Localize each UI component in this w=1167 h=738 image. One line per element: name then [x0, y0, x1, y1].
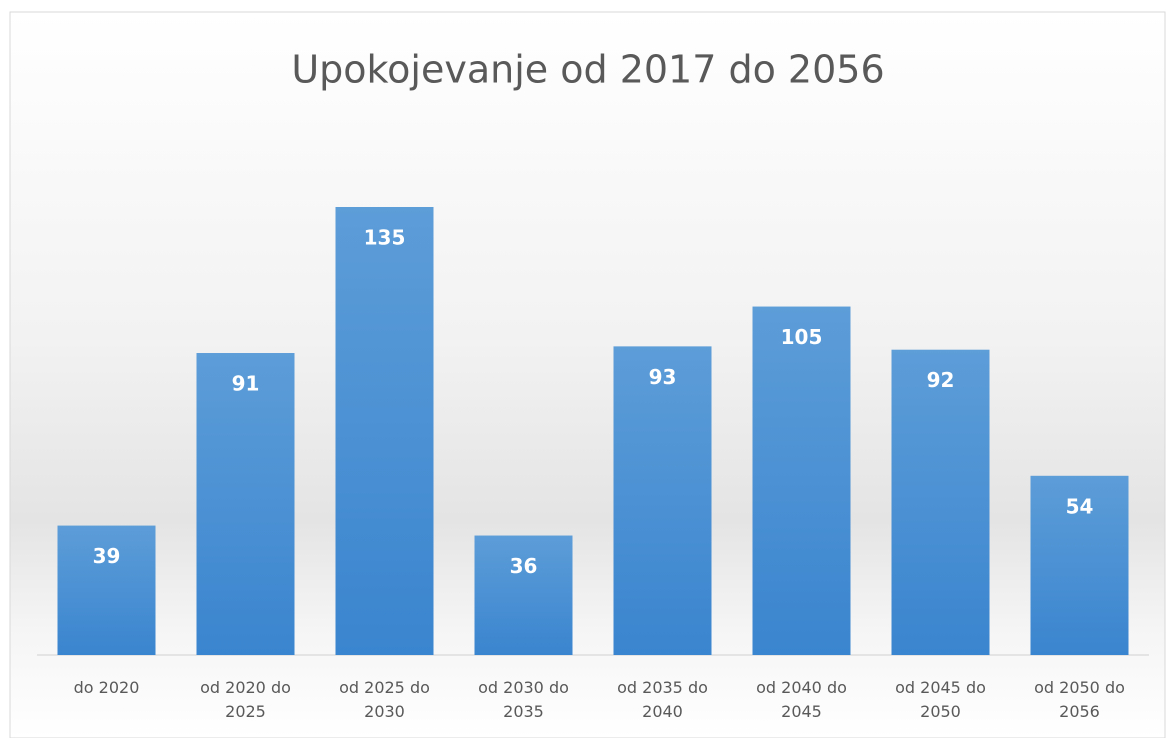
- bar: [474, 535, 573, 655]
- x-tick-label: do 2020: [73, 678, 140, 697]
- data-label: 39: [93, 544, 121, 568]
- chart-title: Upokojevanje od 2017 do 2056: [291, 48, 884, 92]
- x-tick-label: od 2025 do 2030: [339, 678, 430, 721]
- bar: [1030, 475, 1129, 655]
- x-tick-label: od 2020 do 2025: [200, 678, 291, 721]
- data-label: 54: [1066, 494, 1094, 518]
- data-label: 92: [927, 368, 955, 392]
- data-label: 135: [364, 226, 406, 250]
- x-tick-label: od 2030 do 2035: [478, 678, 569, 721]
- x-tick-label: od 2050 do 2056: [1034, 678, 1125, 721]
- bar: [752, 306, 851, 655]
- data-label: 105: [781, 325, 823, 349]
- bar: [613, 346, 712, 655]
- x-tick-label: od 2045 do 2050: [895, 678, 986, 721]
- x-tick-label: od 2035 do 2040: [617, 678, 708, 721]
- x-tick-label: od 2040 do 2045: [756, 678, 847, 721]
- data-label: 91: [232, 372, 260, 396]
- bar: [57, 525, 156, 655]
- data-label: 36: [510, 554, 538, 578]
- bar: [335, 207, 434, 655]
- bar: [196, 353, 295, 655]
- data-label: 93: [649, 365, 677, 389]
- bar: [891, 349, 990, 655]
- chart-frame: [9, 11, 1166, 738]
